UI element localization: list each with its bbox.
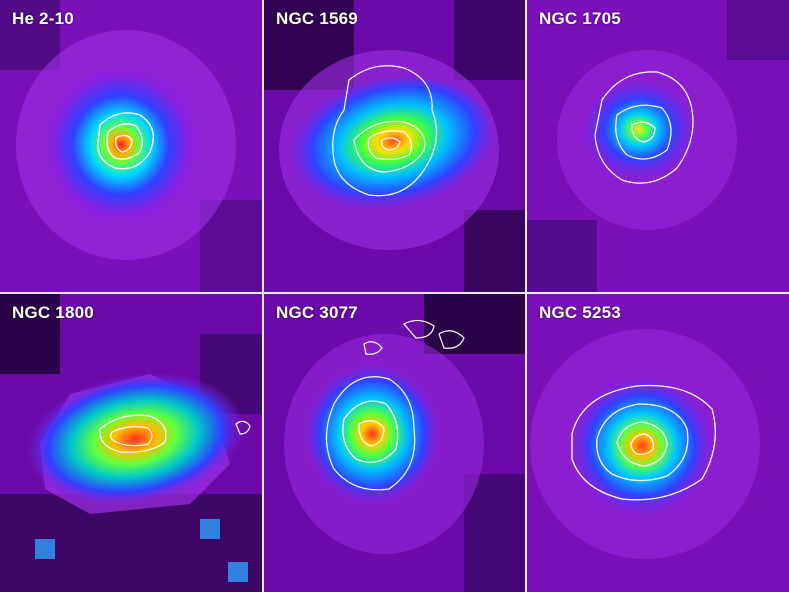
horizontal-divider bbox=[0, 292, 789, 294]
panel-label: NGC 3077 bbox=[276, 303, 358, 322]
panel-ngc5253: NGC 5253 bbox=[527, 294, 789, 592]
panel-he2-10-image bbox=[0, 0, 262, 292]
panel-label: NGC 5253 bbox=[539, 303, 621, 322]
panel-ngc1800-image bbox=[0, 294, 262, 592]
panel-label: NGC 1705 bbox=[539, 9, 621, 28]
contour-lines bbox=[99, 414, 251, 453]
vertical-divider bbox=[525, 0, 527, 592]
contour-lines bbox=[97, 112, 154, 170]
panel-ngc3077: NGC 3077 bbox=[264, 294, 525, 592]
panel-ngc1800: NGC 1800 bbox=[0, 294, 262, 592]
panel-ngc1569: NGC 1569 bbox=[264, 0, 525, 292]
contour-lines bbox=[325, 319, 465, 491]
panel-label: NGC 1569 bbox=[276, 9, 358, 28]
panel-he2-10: He 2-10 bbox=[0, 0, 262, 292]
panel-ngc1705: NGC 1705 bbox=[527, 0, 789, 292]
panel-ngc1705-image bbox=[527, 0, 789, 292]
vertical-divider bbox=[262, 0, 264, 592]
contour-lines bbox=[594, 71, 694, 184]
contour-lines bbox=[571, 384, 716, 501]
panel-ngc5253-image bbox=[527, 294, 789, 592]
panel-ngc3077-image bbox=[264, 294, 525, 592]
panel-ngc1569-image bbox=[264, 0, 525, 292]
panel-label: NGC 1800 bbox=[12, 303, 94, 322]
contour-lines bbox=[332, 65, 438, 197]
panel-label: He 2-10 bbox=[12, 9, 74, 28]
